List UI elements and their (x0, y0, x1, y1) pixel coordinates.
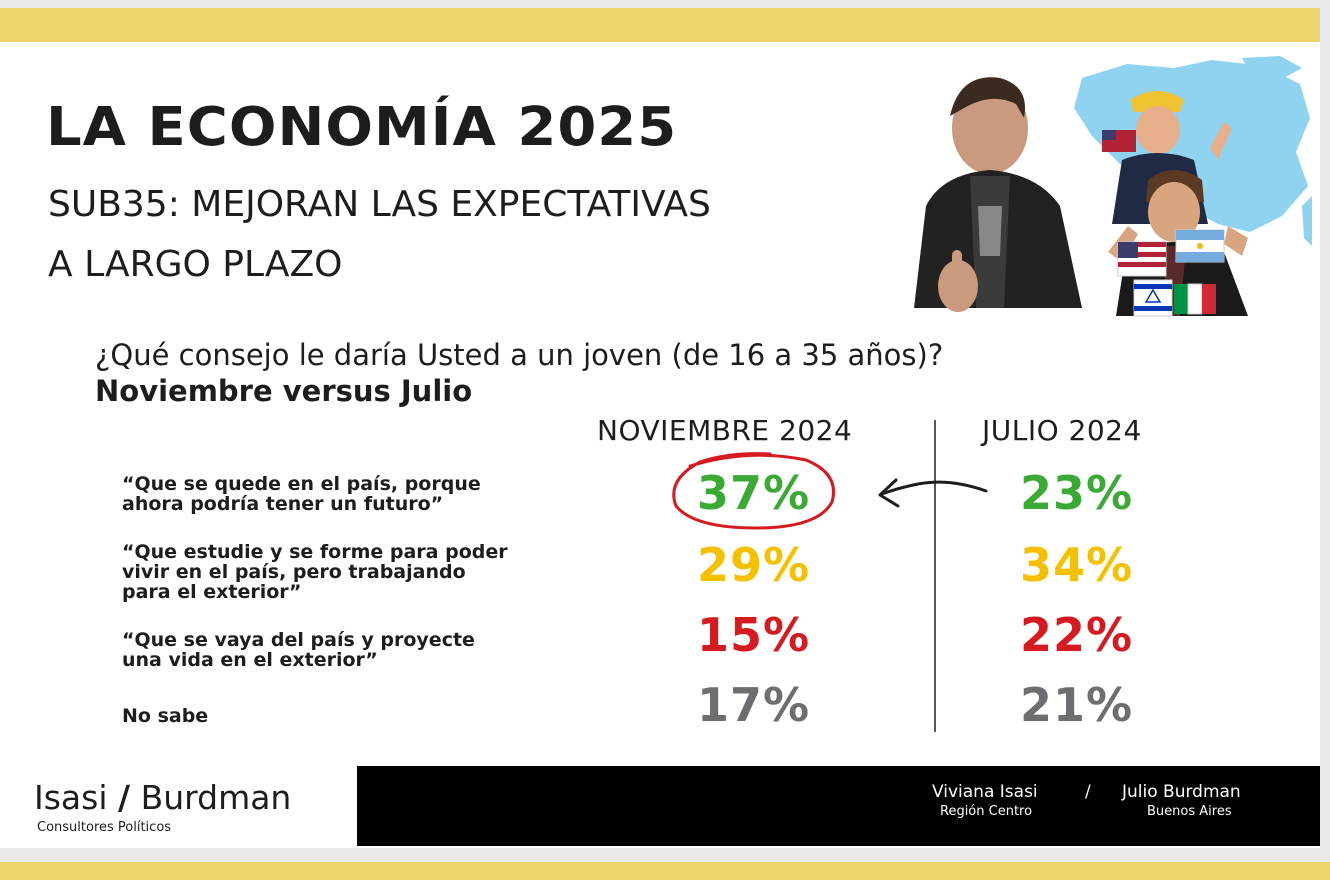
row-1-value-julio: 23% (1020, 466, 1134, 520)
row-2-value-julio: 34% (1020, 538, 1134, 592)
top-yellow-band (0, 8, 1320, 42)
question-line-1: ¿Qué consejo le daría Usted a un joven (… (95, 338, 944, 372)
row-2-label-line: “Que estudie y se forme para poder (122, 541, 508, 563)
person-left-illustration (914, 77, 1082, 312)
row-4-label-line: No sabe (122, 705, 209, 727)
slide-title: LA ECONOMÍA 2025 (46, 96, 678, 159)
question-line-2: Noviembre versus Julio (95, 374, 473, 408)
row-4-value-noviembre: 17% (697, 678, 811, 732)
row-2-value-noviembre: 29% (697, 538, 811, 592)
footer-person-1-region: Región Centro (940, 804, 1033, 819)
row-1-label-line: “Que se quede en el país, porque (122, 473, 481, 495)
row-1-value-noviembre: 37% (697, 466, 811, 520)
footer-person-1-name: Viviana Isasi (932, 782, 1038, 802)
footer-person-2-region: Buenos Aires (1147, 804, 1232, 819)
bottom-yellow-band (0, 862, 1330, 880)
row-label-4: No sabe (122, 706, 208, 726)
subtitle-line-1: SUB35: MEJORAN LAS EXPECTATIVAS (48, 184, 711, 225)
brand-name-left: Isasi (34, 778, 108, 817)
row-label-3: “Que se vaya del país y proyecte una vid… (122, 630, 475, 670)
slide-subtitle: SUB35: MEJORAN LAS EXPECTATIVAS A LARGO … (48, 175, 711, 295)
row-3-value-noviembre: 15% (697, 608, 811, 662)
survey-question: ¿Qué consejo le daría Usted a un joven (… (95, 337, 943, 409)
flags-puzzle-icon (1117, 229, 1225, 317)
row-2-label-line: vivir en el país, pero trabajando (122, 561, 466, 583)
brand-name-right: Burdman (140, 778, 292, 817)
footer-separator: / (1085, 782, 1091, 802)
column-divider (934, 420, 936, 732)
row-label-2: “Que estudie y se forme para poder vivir… (122, 542, 508, 602)
politicians-collage-illustration (914, 56, 1312, 317)
row-label-1: “Que se quede en el país, porque ahora p… (122, 474, 481, 514)
row-4-value-julio: 21% (1020, 678, 1134, 732)
slide-card (0, 42, 1320, 848)
footer-black-bar (357, 766, 1320, 846)
row-3-label-line: una vida en el exterior” (122, 649, 378, 671)
row-3-label-line: “Que se vaya del país y proyecte (122, 629, 475, 651)
brand-logo: Isasi / Burdman (34, 778, 291, 817)
brand-slash: / (118, 778, 131, 817)
column-header-noviembre: NOVIEMBRE 2024 (597, 414, 853, 447)
row-2-label-line: para el exterior” (122, 581, 302, 603)
row-3-value-julio: 22% (1020, 608, 1134, 662)
brand-subtitle: Consultores Políticos (37, 820, 172, 835)
row-1-label-line: ahora podría tener un futuro” (122, 493, 444, 515)
column-header-julio: JULIO 2024 (982, 414, 1142, 447)
footer-person-2-name: Julio Burdman (1122, 782, 1241, 802)
right-edge (1320, 42, 1330, 848)
subtitle-line-2: A LARGO PLAZO (48, 244, 343, 285)
